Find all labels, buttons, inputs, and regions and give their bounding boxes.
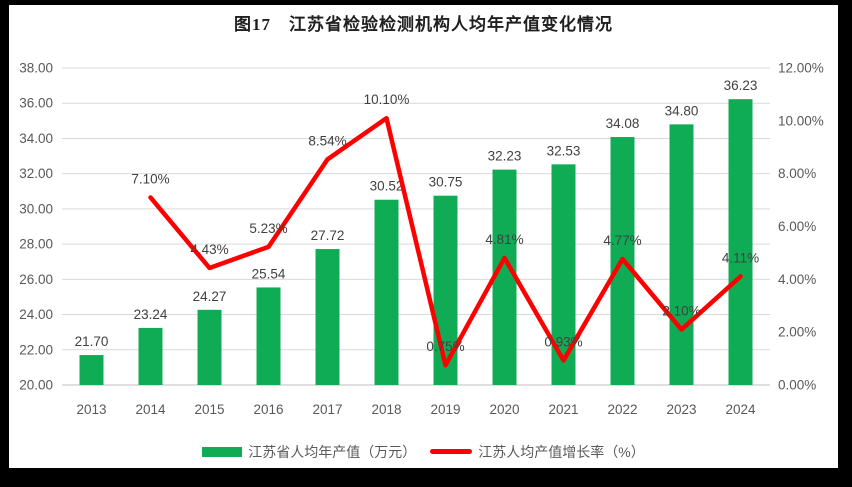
y-axis-right-tick-label: 8.00% [778, 166, 816, 181]
x-axis-tick-label: 2017 [312, 402, 342, 417]
y-axis-left-tick-label: 30.00 [19, 201, 53, 216]
line-data-label: 7.10% [131, 171, 169, 186]
x-axis-tick-label: 2016 [253, 402, 283, 417]
bar-data-label: 23.24 [134, 307, 168, 322]
combo-chart: 20.00 22.00 24.00 26.00 28.00 30.00 32.00 34.00… [19, 61, 824, 418]
y-axis-left-tick-label: 32.00 [19, 166, 53, 181]
bar-2020 [492, 169, 517, 385]
bar-data-label: 30.75 [429, 175, 463, 190]
line-data-label: 2.10% [662, 304, 700, 319]
y-axis-left-tick-label: 28.00 [19, 237, 53, 252]
line-data-label: 0.93% [544, 334, 582, 349]
x-axis-tick-label: 2022 [607, 402, 637, 417]
line-data-label: 4.81% [485, 232, 523, 247]
y-axis-left-tick-label: 38.00 [19, 61, 53, 76]
y-axis-left-tick-label: 36.00 [19, 96, 53, 111]
x-axis-tick-label: 2013 [76, 402, 106, 417]
bar-data-label: 34.80 [665, 103, 699, 118]
y-axis-right-tick-label: 12.00% [778, 61, 824, 76]
bar-data-label: 24.27 [193, 289, 227, 304]
line-data-label: 4.43% [190, 242, 228, 257]
x-axis-tick-label: 2015 [194, 402, 224, 417]
x-axis-tick-label: 2014 [135, 402, 166, 417]
y-axis-right-tick-label: 0.00% [778, 378, 816, 393]
bar-2014 [138, 327, 163, 385]
chart-legend: 江苏省人均年产值（万元） 江苏人均产值增长率（%） [9, 435, 838, 468]
x-axis-tick-label: 2021 [548, 402, 578, 417]
line-data-label: 8.54% [308, 133, 346, 148]
line-data-label: 0.75% [426, 339, 464, 354]
bar-data-label: 30.52 [370, 179, 404, 194]
legend-item-line-series: 江苏人均产值增长率（%） [430, 442, 645, 462]
y-axis-left-tick-label: 26.00 [19, 272, 53, 287]
line-data-label: 4.11% [722, 250, 759, 265]
bar-2023 [669, 124, 694, 385]
bar-data-label: 25.54 [252, 266, 286, 281]
y-axis-right-tick-label: 10.00% [778, 113, 824, 128]
legend-label-bar-series: 江苏省人均年产值（万元） [248, 443, 417, 460]
line-series-swatch [430, 449, 473, 454]
x-axis-tick-label: 2018 [371, 402, 401, 417]
line-data-label: 10.10% [364, 92, 410, 107]
legend-label-line-series: 江苏人均产值增长率（%） [478, 443, 645, 460]
y-axis-left-tick-label: 22.00 [19, 342, 53, 357]
x-axis-tick-label: 2020 [489, 402, 519, 417]
bar-data-label: 36.23 [724, 78, 758, 93]
bar-data-label: 32.23 [488, 149, 522, 164]
chart-panel: 图17 江苏省检验检测机构人均年产值变化情况 20.00 22.00 24.00 26… [9, 5, 838, 468]
legend-item-bar-series: 江苏省人均年产值（万元） [202, 442, 416, 462]
y-axis-right-tick-label: 2.00% [778, 325, 816, 340]
bar-2015 [197, 309, 222, 385]
x-axis-tick-label: 2024 [725, 402, 756, 417]
chart-title: 图17 江苏省检验检测机构人均年产值变化情况 [234, 15, 613, 34]
bar-2017 [315, 249, 340, 385]
line-data-label: 4.77% [603, 233, 641, 248]
bar-series-swatch [202, 446, 243, 457]
x-axis-tick-label: 2019 [430, 402, 460, 417]
bar-data-label: 21.70 [75, 334, 109, 349]
y-axis-right-tick-label: 4.00% [778, 272, 816, 287]
bar-data-label: 32.53 [547, 143, 581, 158]
y-axis-left-tick-label: 24.00 [19, 307, 53, 322]
bar-data-label: 27.72 [311, 228, 345, 243]
bar-2018 [374, 199, 399, 385]
y-axis-left-tick-label: 20.00 [19, 378, 53, 393]
line-data-label: 5.23% [249, 221, 287, 236]
bar-2013 [79, 355, 104, 385]
bar-2021 [551, 164, 576, 385]
bar-2024 [728, 99, 753, 385]
bar-data-label: 34.08 [606, 116, 640, 131]
growth-line [148, 115, 743, 368]
y-axis-right-tick-label: 6.00% [778, 219, 816, 234]
bar-2016 [256, 287, 281, 385]
x-axis-tick-label: 2023 [666, 402, 696, 417]
y-axis-left-tick-label: 34.00 [19, 131, 53, 146]
